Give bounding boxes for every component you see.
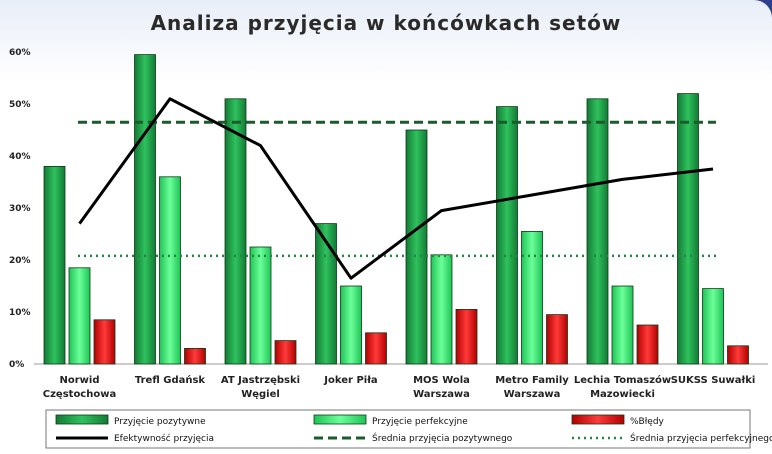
category-label: Trefl Gdańsk: [135, 374, 206, 386]
category-label: Norwid: [60, 375, 100, 386]
bar-1-0: [68, 267, 91, 365]
bar-0-2: [224, 98, 247, 365]
legend-label: %Błędy: [630, 417, 665, 427]
legend-label: Średnia przyjęcia pozytywnego: [372, 432, 513, 444]
bar-1-4: [430, 254, 453, 365]
bar-1-3: [340, 285, 362, 365]
bar-1-5: [521, 230, 543, 365]
bar-2-1: [184, 347, 206, 365]
bar-0-6: [586, 98, 609, 365]
bar-0-1: [134, 54, 156, 365]
bar-2-0: [93, 319, 116, 365]
category-label: Lechia Tomaszów: [574, 374, 671, 386]
y-tick-label: 0%: [9, 360, 24, 370]
bar-0-4: [405, 129, 428, 365]
bar-2-2: [274, 340, 297, 365]
bar-0-0: [43, 165, 66, 365]
legend-label: Średnia przyjęcia perfekcyjnego: [630, 432, 772, 444]
category-label: Węgiel: [241, 389, 280, 400]
category-label: Częstochowa: [43, 389, 116, 400]
legend-swatch: [55, 414, 109, 425]
y-tick-label: 10%: [9, 308, 31, 318]
legend-swatch: [313, 414, 367, 425]
category-label: SUKSS Suwałki: [671, 375, 756, 386]
bar-2-7: [727, 345, 749, 365]
plot-area: 0% 10% 20% 30% 40% 50% 60% Norwid Częstochowa Tre…: [9, 48, 768, 400]
category-label: AT Jastrzębski: [221, 375, 300, 386]
category-label: MOS Wola: [413, 375, 470, 386]
bar-0-7: [677, 93, 699, 365]
category-label: Metro Family: [495, 375, 569, 386]
legend-label: Przyjęcie pozytywne: [114, 417, 206, 427]
legend-label: Przyjęcie perfekcyjne: [372, 417, 468, 427]
legend-label: Efektywność przyjęcia: [114, 433, 214, 444]
category-label: Warszawa: [413, 389, 470, 400]
bar-1-2: [249, 246, 272, 365]
legend-box: [45, 409, 751, 449]
y-tick-label: 50%: [9, 100, 31, 110]
category-label: Mazowiecki: [590, 389, 655, 400]
bar-2-6: [636, 324, 659, 365]
bar-1-6: [611, 285, 634, 365]
chart-title: Analiza przyjęcia w końcówkach setów: [151, 11, 622, 35]
y-tick-label: 40%: [9, 152, 31, 162]
bar-1-1: [159, 176, 181, 365]
bar-2-3: [365, 332, 387, 365]
y-tick-label: 60%: [9, 48, 31, 58]
y-tick-label: 30%: [9, 204, 31, 214]
effectiveness-line: [78, 97, 714, 280]
category-label: Warszawa: [504, 389, 561, 400]
y-tick-label: 20%: [9, 256, 31, 266]
bar-0-3: [315, 223, 337, 365]
legend: Przyjęcie pozytywne Przyjęcie perfekcyjne…: [45, 409, 772, 449]
bar-1-7: [702, 288, 724, 365]
bar-2-4: [455, 308, 478, 365]
legend-swatch: [571, 414, 625, 425]
category-label: Joker Piła: [323, 375, 377, 386]
bar-2-5: [546, 314, 568, 365]
bar-0-5: [496, 106, 518, 365]
